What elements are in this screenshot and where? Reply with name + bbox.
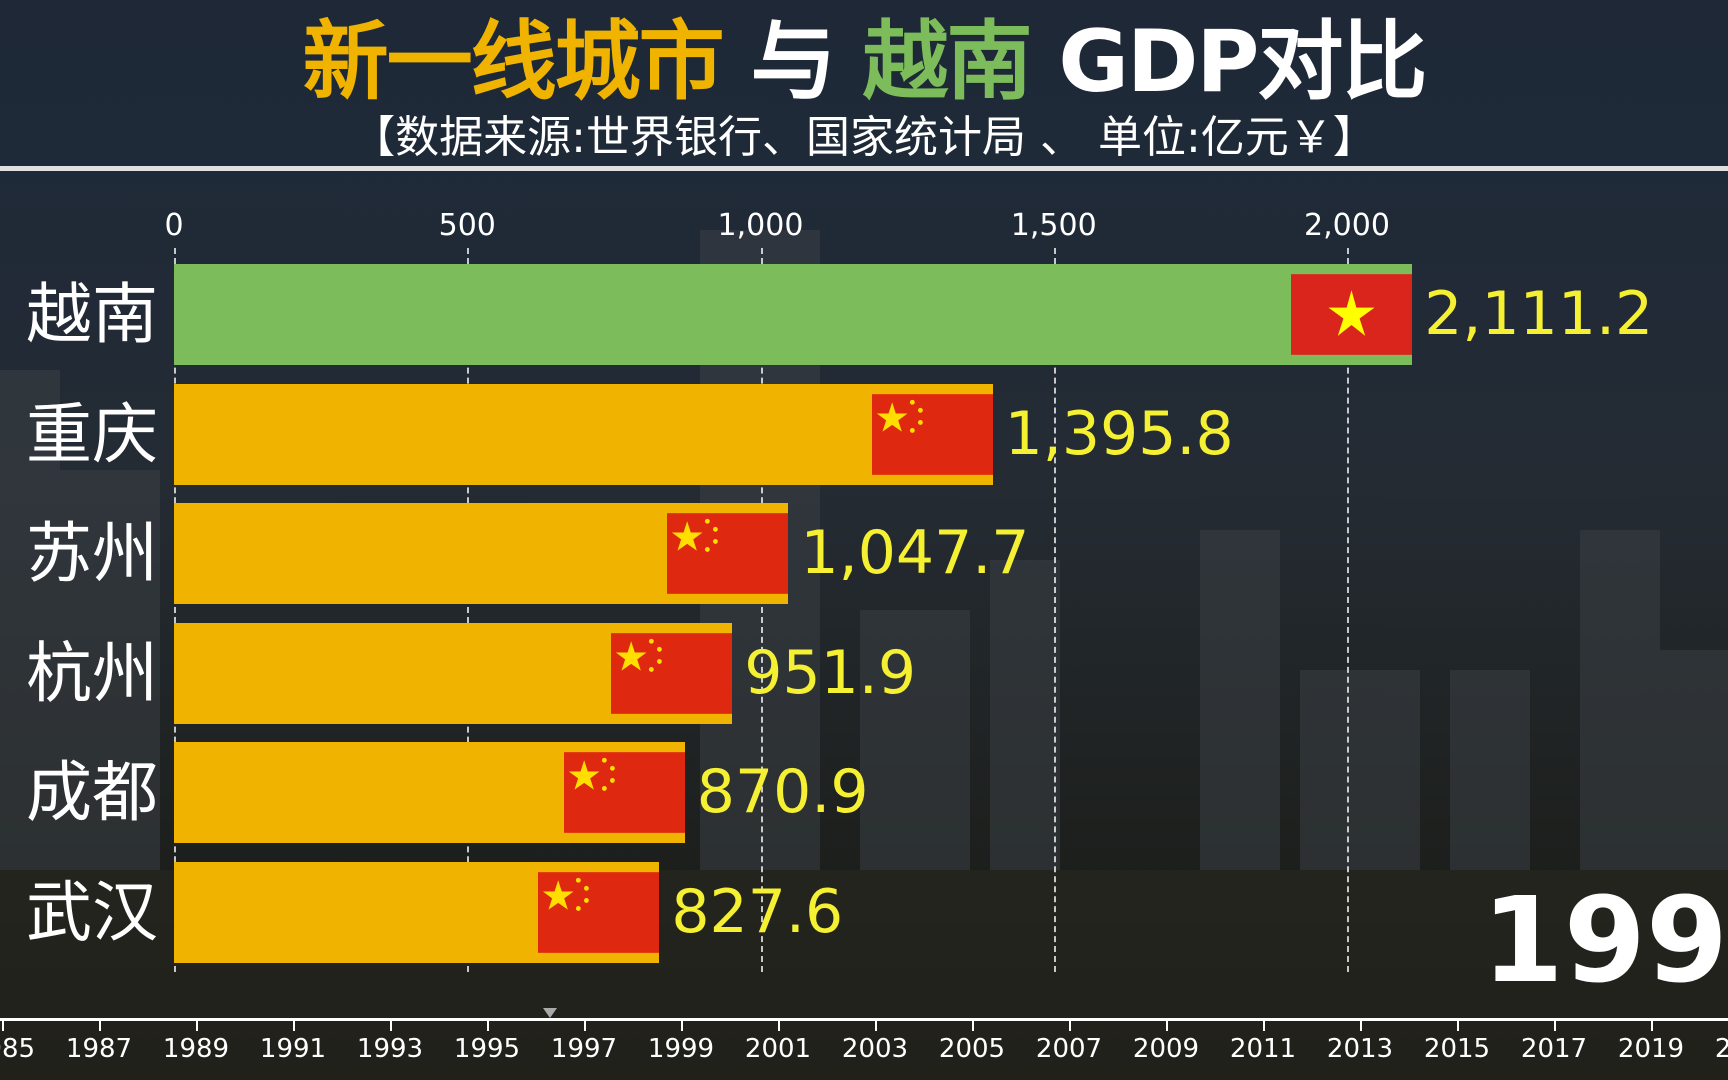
timeline-year-label[interactable]: 1989 <box>162 1034 230 1064</box>
vietnam-flag-icon <box>1291 274 1413 355</box>
timeline-tick <box>972 1021 974 1031</box>
timeline-tick <box>1554 1021 1556 1031</box>
china-flag-icon <box>667 513 789 595</box>
category-label: 武汉 <box>26 874 158 951</box>
category-label: 杭州 <box>26 634 158 712</box>
timeline-tick <box>1166 1021 1168 1031</box>
timeline-tick <box>875 1021 877 1031</box>
gridline <box>174 248 176 972</box>
bar <box>174 622 733 724</box>
category-label: 重庆 <box>26 395 158 473</box>
timeline-tick <box>1457 1021 1459 1031</box>
timeline-tick <box>1651 1021 1653 1031</box>
timeline-year-label[interactable]: 1999 <box>647 1034 715 1064</box>
timeline-tick <box>584 1021 586 1031</box>
timeline-tick <box>196 1021 198 1031</box>
category-label: 苏州 <box>26 515 158 593</box>
timeline-year-label[interactable]: 2001 <box>744 1034 812 1064</box>
china-flag-icon <box>611 632 733 714</box>
timeline-tick <box>99 1021 101 1031</box>
china-flag-icon <box>563 752 685 834</box>
timeline-year-label[interactable]: 2005 <box>938 1034 1006 1064</box>
timeline-tick <box>1263 1021 1265 1031</box>
x-tick-label: 2,000 <box>1304 208 1390 243</box>
chart-title: 新一线城市 与 越南 GDP对比 <box>0 14 1728 110</box>
x-tick-label: 500 <box>438 208 496 243</box>
gridline <box>467 248 470 972</box>
timeline-tick <box>390 1021 392 1031</box>
x-tick-label: 1,000 <box>717 208 804 243</box>
bar <box>174 383 993 485</box>
title-gdp: GDP对比 <box>1030 12 1427 112</box>
timeline-tick <box>2 1021 4 1031</box>
timeline-year-label[interactable]: 2015 <box>1423 1034 1491 1064</box>
timeline-year-label[interactable]: 2013 <box>1326 1034 1394 1064</box>
gridline <box>760 248 763 972</box>
timeline-tick <box>1360 1021 1362 1031</box>
timeline-year-label[interactable]: 2003 <box>841 1034 909 1064</box>
value-label: 1,047.7 <box>800 518 1030 589</box>
china-flag-icon <box>871 393 993 475</box>
title-vietnam: 越南 <box>862 12 1032 112</box>
timeline-tick <box>681 1021 683 1031</box>
bar <box>174 742 685 844</box>
bar <box>174 503 789 605</box>
timeline-marker[interactable] <box>543 1008 558 1018</box>
china-flag-icon <box>538 872 660 953</box>
category-label: 越南 <box>26 276 158 353</box>
timeline-year-label[interactable]: 1985 <box>0 1034 36 1064</box>
bar <box>174 862 660 963</box>
gridline <box>1347 248 1349 972</box>
timeline-tick <box>487 1021 489 1031</box>
timeline-year-label[interactable]: 2011 <box>1229 1034 1297 1064</box>
title-cities: 新一线城市 <box>302 12 725 112</box>
timeline-tick <box>293 1021 295 1031</box>
value-label: 1,395.8 <box>1004 398 1234 469</box>
timeline-year-label[interactable]: 1993 <box>356 1034 424 1064</box>
value-label: 870.9 <box>696 757 869 828</box>
timeline-track[interactable] <box>0 1018 1728 1021</box>
chart-subtitle: 【数据来源:世界银行、国家统计局 、 单位:亿元￥】 <box>351 112 1377 163</box>
timeline-year-label[interactable]: 1987 <box>65 1034 133 1064</box>
timeline-tick <box>1069 1021 1071 1031</box>
timeline-year-label[interactable]: 2017 <box>1520 1034 1588 1064</box>
timeline-year-label[interactable]: 1997 <box>550 1034 618 1064</box>
gridline <box>1053 248 1056 972</box>
value-label: 827.6 <box>671 877 844 947</box>
timeline-year-label[interactable]: 2007 <box>1035 1034 1103 1064</box>
timeline-year-label[interactable]: 1991 <box>259 1034 327 1064</box>
x-tick-label: 0 <box>164 208 184 243</box>
divider <box>0 166 1728 171</box>
title-and: 与 <box>722 12 863 112</box>
x-tick-label: 1,500 <box>1010 208 1097 243</box>
current-year: 199 <box>1481 871 1728 1009</box>
timeline-year-label[interactable]: 2021 <box>1714 1034 1728 1064</box>
bar <box>174 264 1413 365</box>
value-label: 2,111.2 <box>1424 279 1654 349</box>
value-label: 951.9 <box>744 637 917 708</box>
timeline-year-label[interactable]: 2009 <box>1132 1034 1200 1064</box>
timeline-year-label[interactable]: 2019 <box>1617 1034 1685 1064</box>
category-label: 成都 <box>26 754 158 832</box>
timeline-tick <box>778 1021 780 1031</box>
timeline-year-label[interactable]: 1995 <box>453 1034 521 1064</box>
